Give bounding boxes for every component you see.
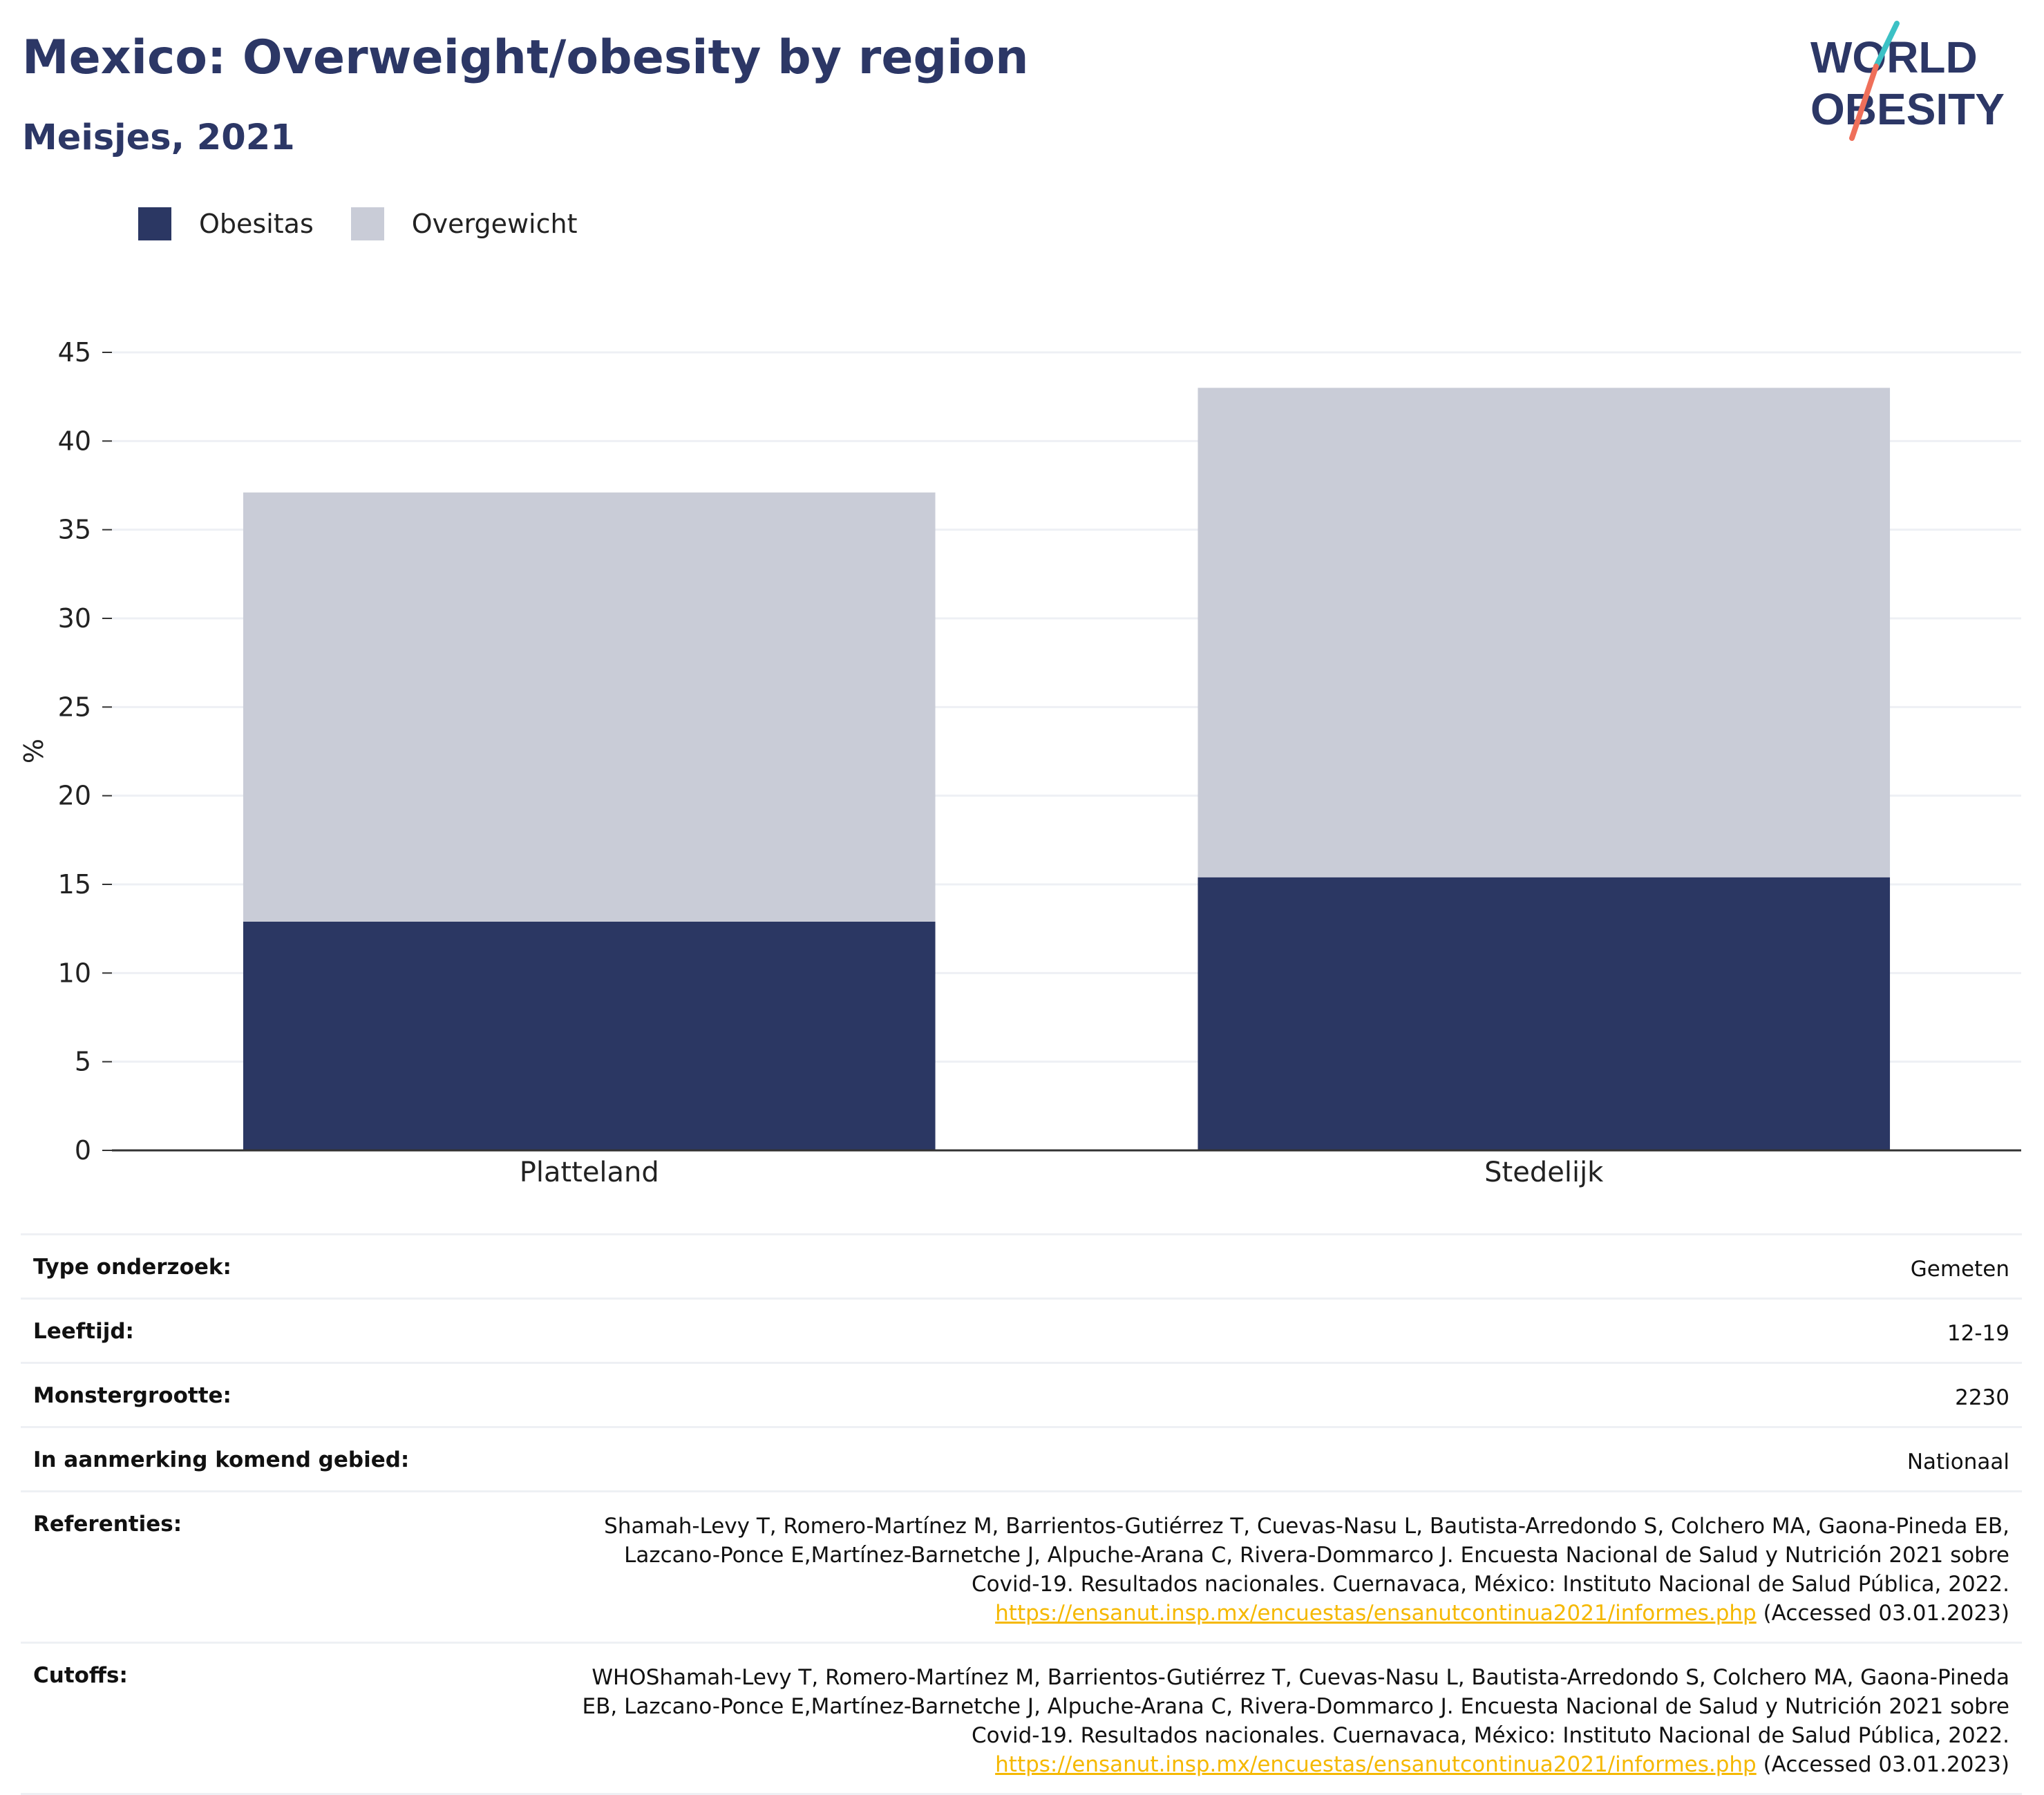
- info-label: Leeftijd:: [33, 1319, 134, 1344]
- y-tick-label: 40: [58, 426, 91, 456]
- info-row: In aanmerking komend gebied: Nationaal: [21, 1428, 2022, 1492]
- info-value-line: Lazcano-Ponce E,Martínez-Barnetche J, Al…: [624, 1543, 2009, 1568]
- y-tick-label: 25: [58, 692, 91, 722]
- info-row: Leeftijd: 12-19: [21, 1300, 2022, 1364]
- legend-swatch-obesitas: [138, 207, 171, 240]
- info-value: Shamah-Levy T, Romero-Martínez M, Barrie…: [604, 1512, 2009, 1628]
- info-value-line: Covid-19. Resultados nacionales. Cuernav…: [972, 1723, 2009, 1748]
- bar-overgewicht-platteland[interactable]: [243, 492, 936, 922]
- bar-obesitas-stedelijk[interactable]: [1198, 877, 1891, 1150]
- logo-text-obesity: OBESITY: [1810, 84, 2005, 134]
- legend-label-obesitas: Obesitas: [199, 209, 314, 239]
- logo-text-world: WORLD: [1810, 32, 1978, 82]
- y-tick-label: 15: [58, 869, 91, 900]
- bars: [243, 388, 1891, 1150]
- reference-link[interactable]: https://ensanut.insp.mx/encuestas/ensanu…: [995, 1752, 1757, 1777]
- info-value: 12-19: [1947, 1321, 2009, 1346]
- info-value-line: EB, Lazcano-Ponce E,Martínez-Barnetche J…: [582, 1694, 2009, 1719]
- x-tick-label: Stedelijk: [1484, 1157, 1604, 1188]
- axes: 0 5 10 15 20 25 30 35 40 45 Platteland Stedelijk: [58, 337, 2021, 1188]
- info-table: Type onderzoek: Gemeten Leeftijd: 12-19 Mons…: [21, 1233, 2022, 1795]
- bar-obesitas-platteland[interactable]: [243, 921, 936, 1150]
- legend-item-obesitas[interactable]: Obesitas: [138, 207, 314, 240]
- info-label: Type onderzoek:: [33, 1255, 231, 1280]
- info-row: Monstergrootte: 2230: [21, 1364, 2022, 1428]
- chart-legend: Obesitas Overgewicht: [138, 207, 615, 240]
- reference-link[interactable]: https://ensanut.insp.mx/encuestas/ensanu…: [995, 1601, 1757, 1626]
- info-value: Nationaal: [1906, 1450, 2009, 1474]
- info-link-line: https://ensanut.insp.mx/encuestas/ensanu…: [604, 1599, 2009, 1628]
- info-value-line: WHOShamah-Levy T, Romero-Martínez M, Bar…: [592, 1665, 2009, 1690]
- legend-label-overgewicht: Overgewicht: [411, 209, 578, 239]
- y-tick-label: 20: [58, 781, 91, 811]
- x-tick-label: Platteland: [520, 1157, 659, 1188]
- info-row: Cutoffs: WHOShamah-Levy T, Romero-Martíne…: [21, 1644, 2022, 1795]
- info-value: WHOShamah-Levy T, Romero-Martínez M, Bar…: [583, 1663, 2009, 1779]
- info-row: Referenties: Shamah-Levy T, Romero-Martín…: [21, 1492, 2022, 1644]
- info-link-line: https://ensanut.insp.mx/encuestas/ensanu…: [583, 1750, 2009, 1779]
- legend-swatch-overgewicht: [350, 207, 384, 240]
- world-obesity-logo: WORLD OBESITY: [1810, 21, 2005, 141]
- info-value: Gemeten: [1910, 1257, 2009, 1282]
- accessed-date: (Accessed 03.01.2023): [1756, 1601, 2009, 1626]
- info-label: Cutoffs:: [33, 1663, 128, 1688]
- y-axis-label: %: [19, 739, 49, 763]
- info-value-line: Shamah-Levy T, Romero-Martínez M, Barrie…: [604, 1514, 2009, 1539]
- info-value: 2230: [1955, 1385, 2009, 1410]
- info-value-line: Covid-19. Resultados nacionales. Cuernav…: [972, 1572, 2009, 1597]
- info-label: Referenties:: [33, 1512, 182, 1537]
- chart-subtitle: Meisjes, 2021: [22, 117, 295, 158]
- bar-chart: 0 5 10 15 20 25 30 35 40 45 Platteland Stedelijk %: [19, 337, 2021, 1188]
- logo-slash-bottom: [1849, 64, 1879, 141]
- info-label: Monstergrootte:: [33, 1383, 231, 1408]
- y-tick-label: 10: [58, 958, 91, 988]
- logo-slash-top: [1873, 21, 1900, 69]
- y-tick-label: 45: [58, 337, 91, 368]
- y-tick-label: 30: [58, 603, 91, 634]
- info-label: In aanmerking komend gebied:: [33, 1447, 410, 1472]
- legend-item-overgewicht[interactable]: Overgewicht: [350, 207, 578, 240]
- y-tick-label: 0: [75, 1135, 91, 1166]
- info-row: Type onderzoek: Gemeten: [21, 1235, 2022, 1300]
- y-tick-label: 5: [75, 1047, 91, 1077]
- y-tick-label: 35: [58, 515, 91, 545]
- chart-title: Mexico: Overweight/obesity by region: [22, 30, 1029, 85]
- accessed-date: (Accessed 03.01.2023): [1756, 1752, 2009, 1777]
- bar-overgewicht-stedelijk[interactable]: [1198, 388, 1891, 877]
